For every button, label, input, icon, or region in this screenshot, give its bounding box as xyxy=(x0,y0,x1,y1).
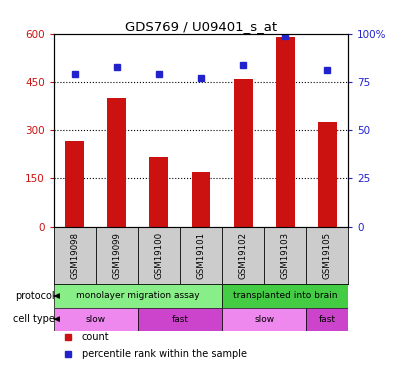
Text: fast: fast xyxy=(319,315,336,324)
Bar xyxy=(222,284,348,308)
Bar xyxy=(306,308,348,331)
Bar xyxy=(234,79,252,226)
Title: GDS769 / U09401_s_at: GDS769 / U09401_s_at xyxy=(125,20,277,33)
Text: GSM19105: GSM19105 xyxy=(323,232,332,279)
Text: GSM19099: GSM19099 xyxy=(112,232,121,279)
Text: slow: slow xyxy=(86,315,106,324)
Bar xyxy=(138,308,222,331)
Text: GSM19103: GSM19103 xyxy=(281,232,290,279)
Text: percentile rank within the sample: percentile rank within the sample xyxy=(82,349,247,359)
Text: protocol: protocol xyxy=(15,291,55,301)
Text: GSM19102: GSM19102 xyxy=(238,232,248,279)
Bar xyxy=(318,122,337,226)
Text: fast: fast xyxy=(172,315,188,324)
Text: transplanted into brain: transplanted into brain xyxy=(233,291,338,300)
Text: monolayer migration assay: monolayer migration assay xyxy=(76,291,200,300)
Bar xyxy=(222,308,306,331)
Bar xyxy=(276,37,295,226)
Bar xyxy=(107,98,126,226)
Bar xyxy=(191,172,211,226)
Text: count: count xyxy=(82,332,109,342)
Bar xyxy=(65,141,84,226)
Bar xyxy=(54,308,138,331)
Text: slow: slow xyxy=(254,315,274,324)
Text: GSM19101: GSM19101 xyxy=(197,232,205,279)
Text: GSM19100: GSM19100 xyxy=(154,232,164,279)
Text: GSM19098: GSM19098 xyxy=(70,232,79,279)
Text: cell type: cell type xyxy=(13,314,55,324)
Bar xyxy=(54,284,222,308)
Bar xyxy=(149,158,168,226)
